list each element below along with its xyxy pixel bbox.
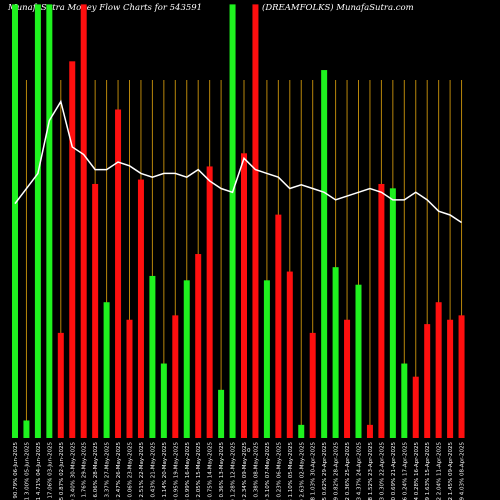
- money-flow-line: [14, 99, 462, 224]
- tick-label: 121.80 0.69% 21-Apr-2025: [391, 442, 397, 500]
- bar: [206, 166, 213, 438]
- chart-title-right: (DREAMFOLKS) MunafaSutra.com: [262, 3, 414, 13]
- tick-label: 183.51 90.79% 06-Jun-2025: [13, 442, 19, 500]
- bar: [275, 214, 282, 438]
- bar: [34, 4, 41, 438]
- tick-label: 129.82 0.36% 13-May-2025: [219, 442, 225, 500]
- bar: [218, 389, 225, 438]
- tick-label: 133.01 0.38% 08-May-2025: [253, 442, 259, 500]
- bar: [424, 324, 431, 438]
- tick-label: 137.53 2.47% 26-May-2025: [116, 442, 122, 500]
- tick-label: 118.28 1.52% 23-Apr-2025: [368, 442, 374, 500]
- tick-label: 124.65 0.62% 29-Apr-2025: [322, 442, 328, 500]
- tick-label: 127.60 3.10% 07-May-2025: [265, 442, 271, 500]
- tick-label: 126.82 0.23% 06-May-2025: [276, 442, 282, 500]
- bar: [80, 4, 87, 438]
- tick-label: 131.65 1.14% 20-May-2025: [162, 442, 168, 500]
- tick-label: 122.52 0.36% 25-Apr-2025: [345, 442, 351, 500]
- bar: [195, 254, 202, 438]
- bar: [160, 363, 167, 438]
- bar: [355, 284, 362, 438]
- bar: [412, 376, 419, 438]
- bar: [321, 70, 328, 438]
- bar: [447, 319, 454, 438]
- tick-label: 139.91 3.37% 27-May-2025: [105, 442, 111, 500]
- bar: [332, 267, 339, 438]
- bar: [435, 302, 442, 438]
- bar: [298, 424, 305, 438]
- bar: [57, 332, 64, 438]
- tick-label: 123.88 1.03% 30-Apr-2025: [311, 442, 317, 500]
- tick-label: 135.46 17.06% 03-Jun-2025: [47, 442, 53, 500]
- tick-label: 130.33 2.51% 22-May-2025: [139, 442, 145, 500]
- bar: [12, 4, 18, 438]
- bar: [137, 179, 144, 438]
- bar: [46, 4, 53, 438]
- bar: [103, 302, 110, 438]
- bar: [366, 424, 373, 438]
- tick-label: 123.23 4.37% 24-Apr-2025: [357, 442, 363, 500]
- bar: [92, 183, 99, 438]
- bar: [286, 271, 293, 438]
- tick-label: 130.60 2.34% 09-May-2025: [242, 442, 248, 500]
- bar: [252, 4, 259, 438]
- tick-label: 137.95 0.87% 02-Jun-2025: [59, 441, 65, 500]
- bar: [126, 319, 133, 438]
- tick-label: 150.91 1.76% 29-May-2025: [82, 442, 88, 500]
- bar: [149, 275, 156, 438]
- tick-label: 122.33 0.30% 22-Apr-2025: [379, 442, 385, 500]
- tick-label: 145.80 3.40% 30-May-2025: [70, 442, 76, 500]
- chart-title: MunafaSutra Money Flow Charts for 543591…: [8, 3, 492, 13]
- tick-label: 148.35 6.06% 28-May-2025: [93, 442, 99, 500]
- tick-label: 117.32 2.04% 11-Apr-2025: [437, 442, 443, 500]
- bar: [458, 315, 465, 438]
- bar: [344, 319, 351, 438]
- tick-label: 130.38 0.99% 16-May-2025: [185, 442, 191, 500]
- tick-label: 125.99 2.63% 02-May-2025: [299, 442, 305, 500]
- bar: [401, 363, 408, 438]
- bar: [241, 153, 247, 439]
- bar: [309, 332, 316, 438]
- bar: [263, 280, 270, 438]
- tick-label: 134.00 1.28% 12-May-2025: [231, 442, 237, 500]
- tick-label: 121.36 1.10% 05-May-2025: [288, 442, 294, 500]
- tick-label: 123.24 0.28% 16-Apr-2025: [414, 442, 420, 500]
- tick-label: 120.91 3.00% 05-Jun-2025: [24, 441, 30, 500]
- tick-label: 124.99 1.63% 15-Apr-2025: [425, 442, 431, 500]
- bar: [23, 420, 30, 438]
- chart-title-left: MunafaSutra Money Flow Charts for 543591: [8, 3, 203, 13]
- tick-label: 129.75 0.75% 14-May-2025: [208, 442, 214, 500]
- tick-label: 119.89 0.82% 28-Apr-2025: [334, 442, 340, 500]
- zero-label: 0: [247, 448, 251, 454]
- tick-label: 129.80 0.95% 19-May-2025: [173, 442, 179, 500]
- tick-label: 120.86 0.24% 17-Apr-2025: [402, 442, 408, 500]
- tick-label: 127.33 2.05% 15-May-2025: [196, 442, 202, 500]
- bar: [389, 188, 396, 438]
- bar: [183, 280, 190, 438]
- bar: [229, 4, 236, 438]
- tick-label: 128.61 0.43% 21-May-2025: [150, 442, 156, 500]
- tick-label: 119.52 1.45% 09-Apr-2025: [448, 442, 454, 500]
- tick-label: 111.79 4.03% 08-Apr-2025: [460, 442, 466, 500]
- bar: [378, 183, 385, 438]
- bar: [115, 109, 122, 438]
- bar: [69, 61, 76, 438]
- tick-label: 132.15 0.06% 23-May-2025: [128, 442, 134, 500]
- bar: [172, 315, 179, 438]
- tick-label: 120.51 4.71% 04-Jun-2025: [36, 441, 42, 500]
